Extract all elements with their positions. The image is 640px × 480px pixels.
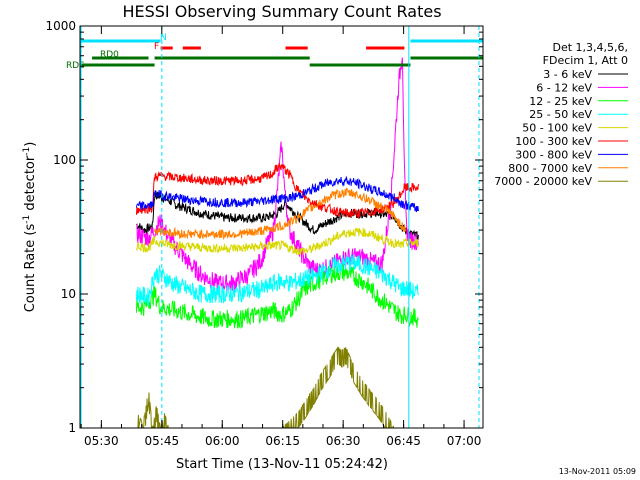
legend-label-6-12-kev: 6 - 12 keV (536, 81, 592, 94)
x-tick-label: 06:15 (265, 434, 300, 448)
interval-label-n: N (160, 33, 167, 43)
x-tick-label: 06:30 (326, 434, 361, 448)
marker-layer (80, 26, 480, 428)
legend-label-300-800-kev: 300 - 800 keV (515, 148, 592, 161)
series-line-6-12-kev (136, 57, 419, 293)
series-line-300-800-kev (135, 175, 419, 213)
y-axis-label: Count Rate (s-1 detector-1) (22, 142, 38, 313)
y-tick-label: 1000 (45, 19, 76, 33)
legend-label-50-100-kev: 50 - 100 keV (522, 122, 592, 135)
series-line-12-25-kev (135, 264, 419, 330)
x-tick-label: 07:00 (447, 434, 482, 448)
legend-header-2: FDecim 1, Att 0 (543, 54, 628, 67)
series-line-25-50-kev (135, 254, 419, 307)
interval-label-rd0: RD0 (100, 50, 119, 60)
x-tick-label: 05:45 (145, 434, 180, 448)
y-tick-label: 10 (61, 287, 76, 301)
series-line-50-100-kev (135, 227, 419, 256)
series-line-800-7000-kev (154, 187, 407, 241)
series-line-7000-20000-kev (136, 346, 395, 428)
tick-layer: 05:30 05:45 06:00 06:15 06:30 06:45 07:00 1 10 10… (45, 19, 483, 448)
interval-layer: NF RD0 RDS (66, 33, 483, 71)
legend-label-7000-20000-kev: 7000 - 20000 keV (494, 175, 592, 188)
timestamp-stamp: 13-Nov-2011 05:09 (559, 467, 636, 476)
chart-title: HESSI Observing Summary Count Rates (122, 2, 441, 21)
series-line-3-6-kev (136, 191, 419, 242)
legend-label-25-50-kev: 25 - 50 keV (529, 108, 592, 121)
y-tick-label: 1 (68, 421, 76, 435)
x-tick-label: 05:30 (84, 434, 119, 448)
legend-label-12-25-kev: 12 - 25 keV (529, 95, 592, 108)
x-tick-label: 06:00 (205, 434, 240, 448)
legend-label-3-6-kev: 3 - 6 keV (543, 68, 592, 81)
legend-label-100-300-kev: 100 - 300 keV (515, 135, 592, 148)
series-line-100-300-kev (135, 162, 419, 220)
legend: Det 1,3,4,5,6, FDecim 1, Att 0 3 - 6 keV… (494, 41, 628, 188)
interval-label-rds: RDS (66, 61, 85, 71)
legend-label-800-7000-kev: 800 - 7000 keV (508, 162, 592, 175)
legend-header-1: Det 1,3,4,5,6, (552, 41, 628, 54)
y-tick-label: 100 (53, 153, 76, 167)
x-tick-label: 06:45 (386, 434, 421, 448)
plot-frame (79, 25, 484, 429)
interval-label-f: F (154, 42, 159, 52)
x-axis-label: Start Time (13-Nov-11 05:24:42) (176, 457, 388, 472)
series-layer (135, 57, 419, 428)
